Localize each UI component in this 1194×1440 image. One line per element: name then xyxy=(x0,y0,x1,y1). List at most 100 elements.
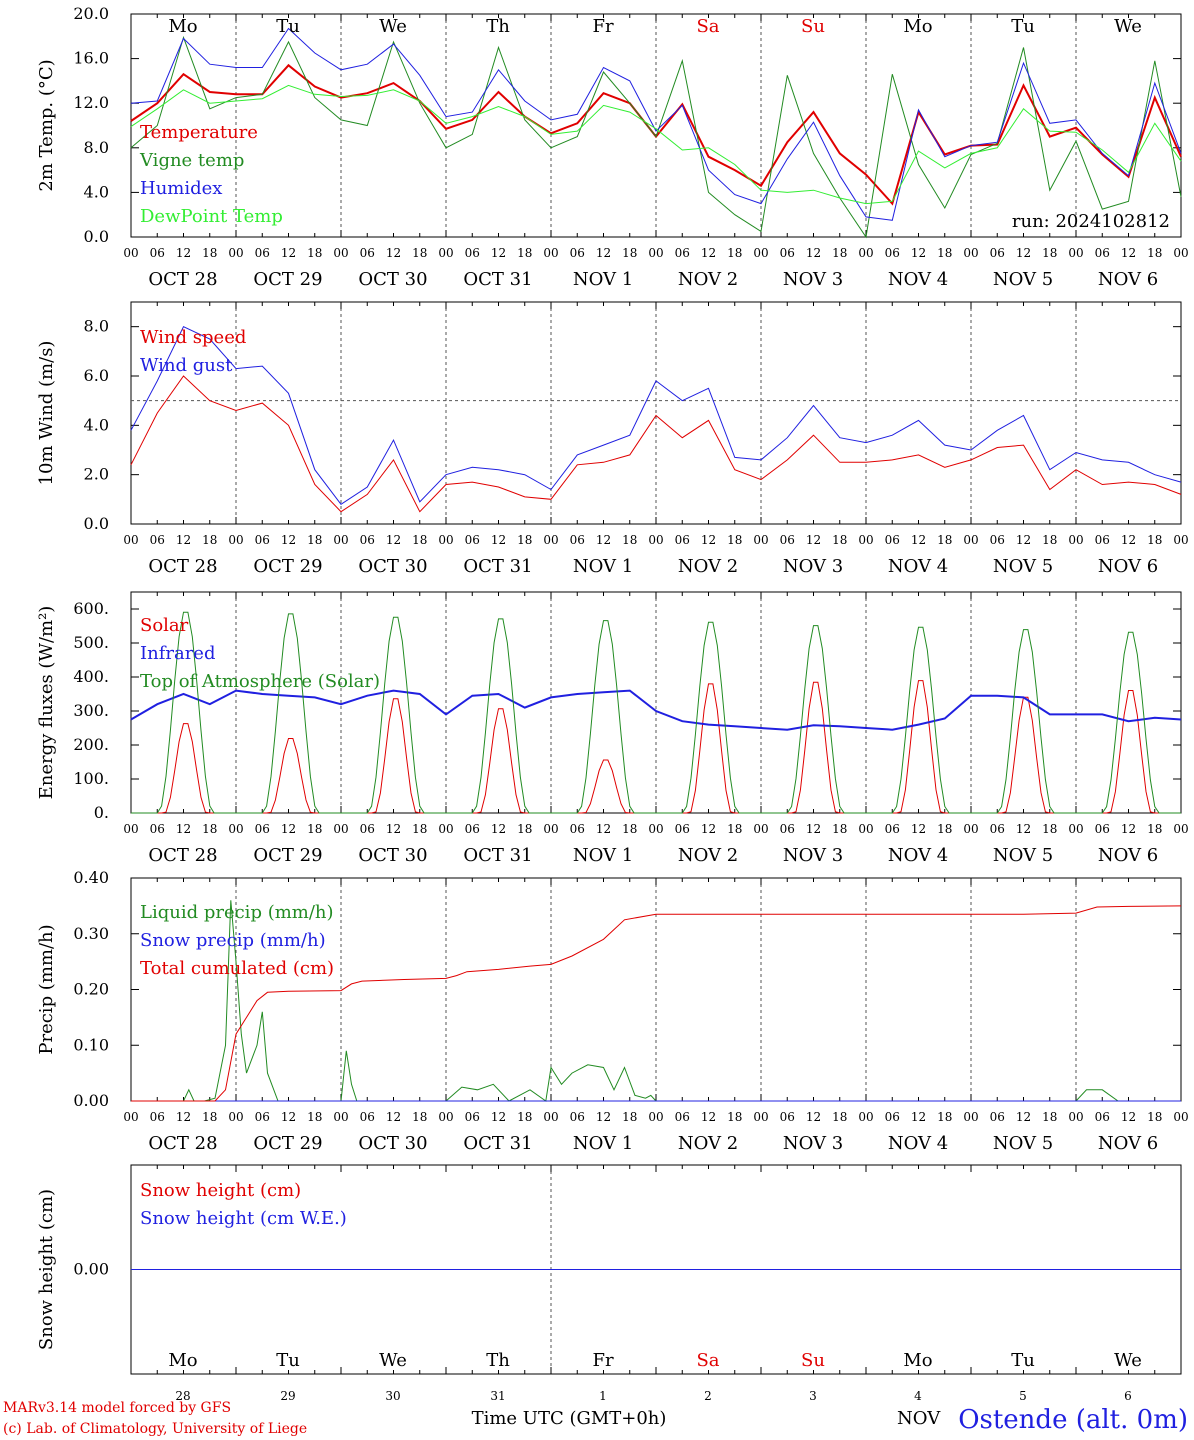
day-number-label: 1 xyxy=(599,1389,607,1403)
legend-entry: Wind speed xyxy=(140,327,246,348)
y-tick-label: 8.0 xyxy=(84,317,109,336)
day-name-label: We xyxy=(1114,1350,1142,1371)
hour-tick-label: 18 xyxy=(622,533,637,547)
hour-tick-label: 12 xyxy=(911,246,926,260)
day-name-label: Mo xyxy=(903,16,932,37)
hour-tick-label: 12 xyxy=(491,246,506,260)
hour-tick-label: 00 xyxy=(1068,246,1083,260)
y-tick-label: 0.40 xyxy=(73,868,109,887)
date-tick-label: NOV 2 xyxy=(678,1133,738,1154)
legend-entry: Temperature xyxy=(140,122,258,143)
hour-tick-label: 18 xyxy=(727,822,742,836)
series-line-dewpoint-temp xyxy=(130,84,1182,205)
day-name-label: Mo xyxy=(168,1350,197,1371)
y-axis-title: Precip (mm/h) xyxy=(36,924,57,1054)
y-tick-label: 0.00 xyxy=(73,1091,109,1110)
date-tick-label: OCT 28 xyxy=(148,269,217,290)
y-axis-title: Energy fluxes (W/m²) xyxy=(36,606,57,800)
day-name-label: We xyxy=(1114,16,1142,37)
date-tick-label: NOV 6 xyxy=(1098,845,1158,866)
date-tick-label: NOV 4 xyxy=(888,556,948,577)
hour-tick-label: 12 xyxy=(1016,533,1031,547)
hour-tick-label: 18 xyxy=(622,822,637,836)
y-tick-label: 300. xyxy=(73,701,109,720)
hour-tick-label: 06 xyxy=(675,246,690,260)
hour-tick-label: 18 xyxy=(937,1110,952,1124)
hour-tick-label: 06 xyxy=(150,1110,165,1124)
hour-tick-label: 18 xyxy=(727,1110,742,1124)
hour-tick-label: 00 xyxy=(858,1110,873,1124)
y-tick-label: 600. xyxy=(73,599,109,618)
hour-tick-label: 00 xyxy=(543,1110,558,1124)
panel-precip: 0.00 0.10 0.20 0.30 0.40 Precip (mm/h) Liquid … xyxy=(36,868,1189,1154)
hour-tick-label: 12 xyxy=(596,533,611,547)
hour-tick-label: 12 xyxy=(281,822,296,836)
hour-tick-label: 00 xyxy=(228,533,243,547)
date-tick-label: NOV 1 xyxy=(573,269,633,290)
hour-tick-label: 00 xyxy=(333,246,348,260)
date-tick-label: OCT 29 xyxy=(253,269,322,290)
hour-tick-label: 12 xyxy=(386,533,401,547)
hour-tick-label: 00 xyxy=(123,533,138,547)
hour-tick-label: 06 xyxy=(885,822,900,836)
hour-tick-label: 06 xyxy=(885,246,900,260)
hour-tick-label: 18 xyxy=(307,822,322,836)
day-name-label: Tu xyxy=(1011,1350,1035,1371)
hour-tick-label: 06 xyxy=(255,822,270,836)
hour-tick-label: 00 xyxy=(753,246,768,260)
hour-tick-label: 12 xyxy=(806,822,821,836)
hour-tick-label: 12 xyxy=(701,533,716,547)
date-tick-label: NOV 6 xyxy=(1098,269,1158,290)
hour-tick-label: 12 xyxy=(176,533,191,547)
series-line-wind-gust xyxy=(130,326,1182,505)
date-tick-label: NOV 1 xyxy=(573,556,633,577)
hour-tick-label: 12 xyxy=(806,246,821,260)
panel-energy: 0. 100. 200. 300. 400. 500. 600. Energy fluxes … xyxy=(36,591,1189,866)
footer-lab-credit: (c) Lab. of Climatology, University of L… xyxy=(3,1421,307,1437)
hour-tick-label: 06 xyxy=(255,1110,270,1124)
hour-tick-label: 18 xyxy=(832,1110,847,1124)
hour-tick-label: 18 xyxy=(202,1110,217,1124)
hour-tick-label: 00 xyxy=(753,1110,768,1124)
hour-tick-label: 06 xyxy=(465,246,480,260)
hour-tick-label: 00 xyxy=(123,822,138,836)
hour-tick-label: 18 xyxy=(1042,1110,1057,1124)
hour-tick-label: 00 xyxy=(963,246,978,260)
date-tick-label: OCT 29 xyxy=(253,845,322,866)
hour-tick-label: 00 xyxy=(228,1110,243,1124)
hour-tick-label: 12 xyxy=(386,1110,401,1124)
hour-tick-label: 00 xyxy=(333,822,348,836)
hour-tick-label: 06 xyxy=(1095,1110,1110,1124)
hour-tick-label: 06 xyxy=(780,1110,795,1124)
hour-tick-label: 06 xyxy=(465,822,480,836)
hour-tick-label: 12 xyxy=(596,1110,611,1124)
y-tick-label: 16.0 xyxy=(73,49,109,68)
day-name-label: Mo xyxy=(903,1350,932,1371)
hour-tick-label: 06 xyxy=(255,533,270,547)
hour-tick-label: 12 xyxy=(1121,1110,1136,1124)
day-name-label: We xyxy=(379,1350,407,1371)
day-name-label: Fr xyxy=(592,16,613,37)
hour-tick-label: 06 xyxy=(990,1110,1005,1124)
date-tick-label: NOV 6 xyxy=(1098,1133,1158,1154)
day-number-label: 6 xyxy=(1124,1389,1132,1403)
date-tick-label: NOV 5 xyxy=(993,269,1053,290)
hour-tick-label: 12 xyxy=(911,533,926,547)
hour-tick-label: 18 xyxy=(622,246,637,260)
hour-tick-label: 00 xyxy=(543,533,558,547)
date-tick-label: NOV 2 xyxy=(678,269,738,290)
date-tick-label: NOV 1 xyxy=(573,845,633,866)
hour-tick-label: 12 xyxy=(1121,822,1136,836)
y-tick-label: 0.00 xyxy=(73,1260,109,1279)
series-line-vigne-temp xyxy=(130,35,1182,239)
day-name-label: Tu xyxy=(276,16,300,37)
hour-tick-label: 12 xyxy=(1016,246,1031,260)
hour-tick-label: 18 xyxy=(1147,533,1162,547)
hour-tick-label: 18 xyxy=(307,533,322,547)
hour-tick-label: 00 xyxy=(333,533,348,547)
date-tick-label: OCT 31 xyxy=(463,556,532,577)
hour-tick-label: 06 xyxy=(990,822,1005,836)
hour-tick-label: 00 xyxy=(438,822,453,836)
legend-entry: Snow height (cm) xyxy=(140,1180,301,1201)
hour-tick-label: 00 xyxy=(648,533,663,547)
